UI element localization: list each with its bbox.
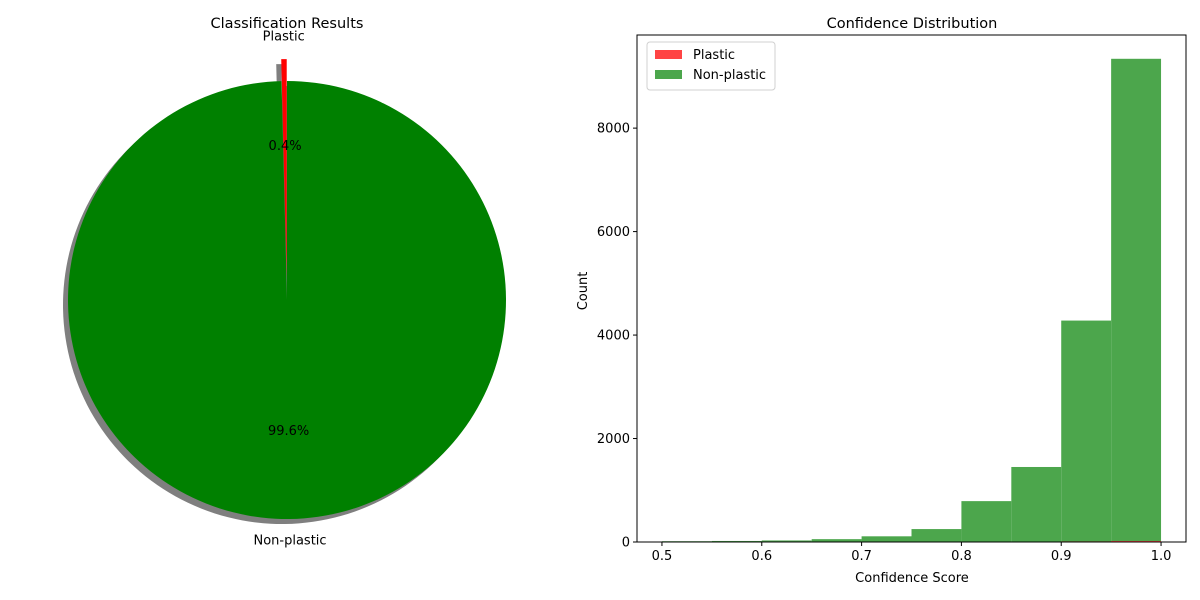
x-axis-ticks: 0.5 0.6 0.7 0.8 0.9 1.0	[652, 542, 1172, 564]
pie-slices	[67, 59, 506, 519]
pie-slice-plastic	[281, 59, 287, 279]
legend-swatch	[655, 70, 682, 79]
bar-non-plastic	[1061, 320, 1112, 542]
x-tick-label: 1.0	[1151, 549, 1172, 564]
legend: Plastic Non-plastic	[646, 41, 776, 91]
y-tick-label: 0	[622, 536, 630, 551]
x-axis-label: Confidence Score	[855, 571, 969, 586]
x-tick-label: 0.7	[851, 549, 872, 564]
pie-slice-non-plastic	[67, 81, 506, 519]
y-axis-label: Count	[576, 272, 591, 311]
y-axis-ticks: 0 2000 4000 6000 8000	[597, 122, 637, 551]
pie-label: Plastic	[263, 30, 305, 45]
histogram-title: Confidence Distribution	[827, 16, 998, 32]
pie-labels: Plastic 0.4% Non-plastic 99.6%	[253, 30, 326, 549]
bar-non-plastic	[1111, 58, 1162, 542]
bar-non-plastic	[1011, 466, 1062, 542]
axes-frame	[636, 34, 1187, 543]
bar-non-plastic	[911, 529, 962, 542]
bar-plastic	[1111, 540, 1162, 542]
pie-percent-label: 99.6%	[268, 424, 309, 439]
histogram-bars	[661, 58, 1162, 542]
legend-swatch	[655, 50, 682, 59]
legend-label: Non-plastic	[693, 68, 766, 83]
pie-percent-label: 0.4%	[269, 139, 302, 154]
y-tick-label: 6000	[597, 225, 630, 240]
y-tick-label: 8000	[597, 122, 630, 137]
pie-label: Non-plastic	[253, 533, 326, 548]
bar-non-plastic	[761, 540, 812, 542]
pie-title: Classification Results	[211, 16, 364, 32]
x-tick-label: 0.8	[951, 549, 972, 564]
bar-non-plastic	[861, 536, 912, 542]
y-tick-label: 4000	[597, 329, 630, 344]
x-tick-label: 0.5	[652, 549, 673, 564]
x-tick-label: 0.6	[751, 549, 772, 564]
y-tick-label: 2000	[597, 432, 630, 447]
bar-non-plastic	[961, 501, 1012, 542]
legend-label: Plastic	[693, 48, 735, 63]
bar-non-plastic	[811, 539, 862, 542]
histogram-chart: Confidence Distribution 0.5 0.6 0.7 0.8 0.9 1…	[576, 16, 1187, 586]
pie-chart: Classification Results Plastic 0.4% Non-pl…	[62, 16, 506, 549]
bar-non-plastic	[711, 540, 762, 542]
x-tick-label: 0.9	[1051, 549, 1072, 564]
